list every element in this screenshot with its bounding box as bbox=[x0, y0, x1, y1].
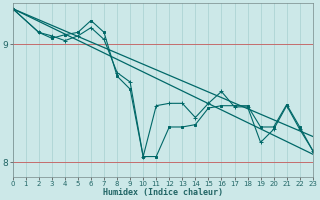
X-axis label: Humidex (Indice chaleur): Humidex (Indice chaleur) bbox=[103, 188, 223, 197]
